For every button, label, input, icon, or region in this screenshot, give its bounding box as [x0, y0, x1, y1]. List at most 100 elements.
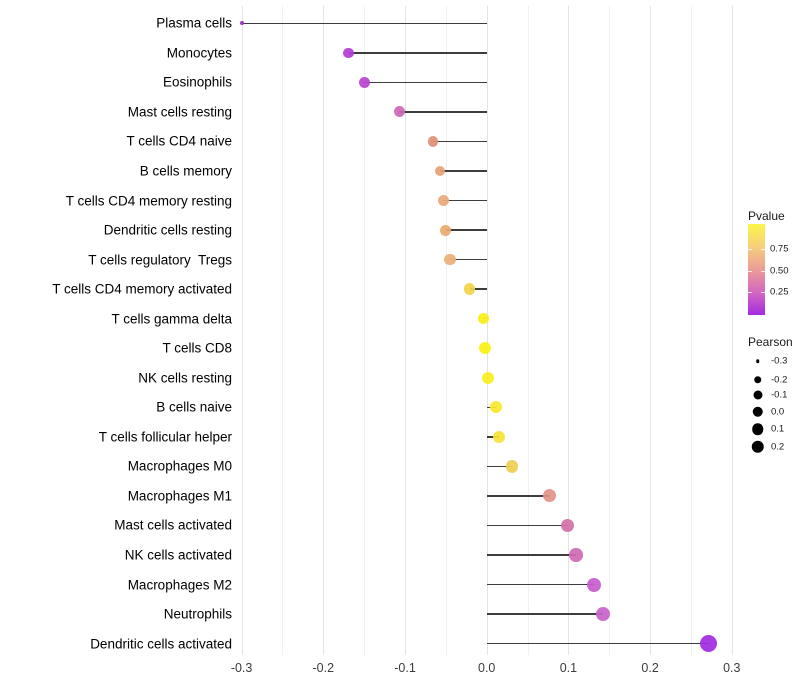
size-legend-label: 0.1: [771, 423, 785, 435]
size-legend-dot: [753, 375, 762, 384]
lollipop-stem: [486, 642, 709, 645]
colorbar-tick: [748, 291, 752, 293]
category-label: NK cells activated: [124, 547, 232, 563]
lollipop-stem: [486, 465, 512, 468]
lollipop-stem: [486, 495, 550, 497]
category-label: T cells follicular helper: [98, 429, 232, 445]
colorbar-tick: [761, 291, 765, 293]
lollipop-dot: [239, 21, 244, 26]
lollipop-stem: [432, 140, 487, 143]
size-legend-label: 0.2: [771, 441, 785, 452]
size-legend-dot: [752, 406, 763, 417]
lollipop-stem: [364, 81, 487, 84]
lollipop-stem: [486, 583, 594, 586]
lollipop-dot: [437, 195, 449, 207]
category-label: B cells naive: [156, 399, 232, 415]
category-label: Mast cells resting: [127, 104, 232, 120]
colorbar-tick: [748, 270, 752, 272]
lollipop-dot: [463, 283, 476, 295]
minor-gridline: [527, 6, 529, 655]
x-tick-label: -0.1: [394, 661, 416, 675]
lollipop-dot: [561, 518, 575, 532]
lollipop-dot: [505, 460, 519, 473]
major-gridline: [405, 6, 406, 655]
lollipop-dot: [489, 401, 502, 414]
lollipop-stem: [445, 229, 487, 231]
lollipop-stem: [440, 170, 487, 172]
lollipop-dot: [440, 224, 452, 236]
lollipop-stem: [348, 52, 487, 54]
size-legend-label: -0.3: [771, 355, 788, 367]
category-label: T cells CD8: [162, 340, 232, 356]
lollipop-dot: [492, 430, 506, 444]
category-label: Macrophages M0: [127, 458, 232, 474]
category-label: Dendritic cells activated: [90, 636, 232, 652]
major-gridline: [731, 6, 733, 655]
colorbar-tick-label: 0.25: [770, 286, 789, 298]
x-tick-label: -0.3: [230, 661, 253, 675]
category-label: Eosinophils: [162, 74, 232, 90]
minor-gridline: [445, 6, 447, 655]
size-legend-dot: [755, 359, 760, 363]
lollipop-stem: [449, 258, 487, 261]
lollipop-dot: [586, 577, 601, 592]
size-legend-label: -0.1: [771, 389, 788, 400]
x-tick-label: 0.1: [559, 661, 578, 675]
category-label: T cells CD4 memory resting: [65, 193, 232, 209]
lollipop-dot: [569, 548, 583, 562]
lollipop-stem: [486, 524, 568, 527]
lollipop-dot: [427, 136, 439, 147]
size-legend-dot: [753, 390, 762, 399]
colorbar-tick-label: 0.50: [770, 265, 789, 277]
pearson-legend-title: Pearson: [748, 335, 793, 349]
category-label: T cells regulatory Tregs: [88, 252, 232, 268]
category-label: Neutrophils: [163, 606, 232, 622]
x-tick-label: 0.2: [641, 661, 659, 675]
category-label: Plasma cells: [156, 15, 232, 31]
major-gridline: [241, 6, 243, 655]
x-tick-label: 0.0: [477, 661, 496, 675]
x-tick-label: -0.2: [312, 661, 335, 675]
x-tick-label: 0.3: [723, 661, 741, 675]
lollipop-stem: [486, 613, 603, 615]
lollipop-dot: [477, 312, 490, 325]
major-gridline: [568, 6, 570, 655]
size-legend-label: -0.2: [771, 374, 788, 385]
lollipop-dot: [479, 342, 492, 355]
lollipop-stem: [486, 554, 576, 556]
colorbar-tick: [748, 249, 752, 251]
category-label: Macrophages M2: [127, 577, 232, 593]
lollipop-dot: [393, 106, 405, 118]
size-legend-label: 0.0: [771, 406, 785, 417]
lollipop-dot: [700, 635, 718, 653]
lollipop-dot: [358, 76, 370, 88]
minor-gridline: [364, 6, 366, 655]
category-label: Macrophages M1: [127, 488, 232, 504]
size-legend-dot: [751, 423, 764, 435]
lollipop-dot: [543, 489, 557, 503]
pvalue-legend-title: Pvalue: [748, 209, 785, 223]
lollipop-stem: [469, 288, 487, 290]
category-label: NK cells resting: [138, 370, 232, 386]
lollipop-stem: [443, 199, 487, 202]
minor-gridline: [609, 6, 611, 655]
minor-gridline: [282, 6, 284, 655]
category-label: Mast cells activated: [114, 517, 232, 533]
major-gridline: [323, 6, 325, 655]
colorbar-tick: [761, 249, 765, 251]
colorbar-tick: [761, 270, 765, 272]
category-label: B cells memory: [139, 163, 232, 179]
category-label: Monocytes: [166, 45, 232, 61]
lollipop-stem: [399, 111, 487, 113]
lollipop-dot: [434, 165, 446, 177]
category-label: T cells CD4 memory activated: [52, 281, 232, 297]
lollipop-dot: [444, 253, 456, 266]
category-label: T cells gamma delta: [111, 311, 232, 327]
major-gridline: [486, 6, 488, 655]
pvalue-colorbar: [748, 224, 765, 315]
lollipop-dot: [482, 371, 495, 384]
minor-gridline: [690, 6, 692, 655]
category-label: Dendritic cells resting: [103, 222, 232, 238]
lollipop-stem: [241, 22, 487, 24]
category-label: T cells CD4 naive: [126, 133, 232, 149]
